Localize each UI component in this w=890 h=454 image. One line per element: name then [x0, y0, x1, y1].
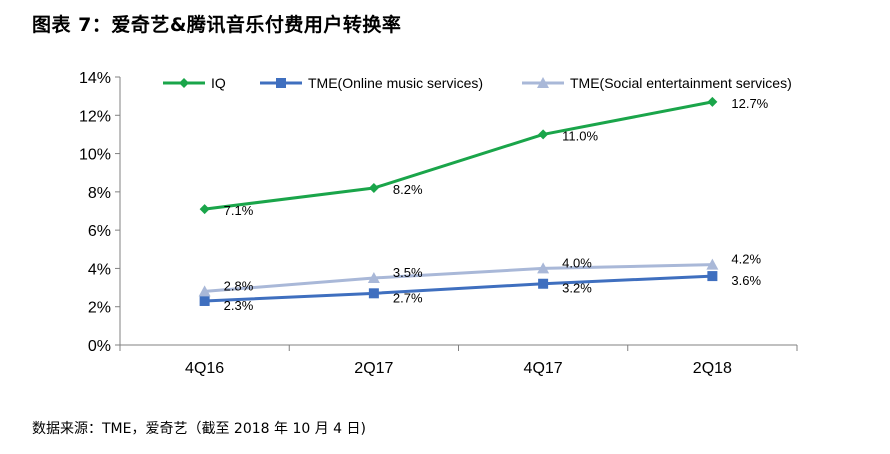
legend-label: TME(Social entertainment services): [570, 75, 792, 91]
x-axis: 4Q16 2Q17 4Q17 2Q18: [119, 344, 798, 377]
x-tick-label: 4Q17: [524, 360, 563, 377]
y-tick-label: 4%: [88, 261, 111, 278]
y-tick-label: 10%: [79, 147, 111, 164]
series-line: [204, 263, 713, 293]
data-point-triangle: [537, 262, 550, 274]
data-label: 3.5%: [393, 265, 423, 280]
data-point-diamond: [199, 204, 210, 215]
data-label: 3.2%: [562, 281, 592, 296]
data-label: 11.0%: [562, 128, 598, 143]
series-line: [204, 100, 713, 211]
data-label: 4.0%: [562, 255, 592, 270]
data-point-triangle: [537, 77, 549, 88]
legend-item-0: IQ: [163, 75, 226, 91]
data-label: 4.2%: [731, 252, 761, 267]
data-point-square: [368, 288, 379, 299]
data-point-triangle: [367, 272, 380, 283]
data-point-square: [707, 271, 718, 282]
y-tick-label: 8%: [88, 185, 111, 202]
figure-title: 图表 7：爱奇艺&腾讯音乐付费用户转换率: [32, 14, 402, 36]
x-tick-label: 2Q18: [693, 360, 732, 377]
legend-item-1: TME(Online music services): [260, 75, 483, 91]
y-axis: 0% 2% 4% 6% 8% 10% 12% 14%: [79, 70, 121, 355]
data-point-triangle: [198, 285, 211, 297]
y-tick-label: 14%: [79, 70, 111, 87]
data-label: 2.8%: [224, 278, 254, 293]
y-tick-label: 2%: [88, 300, 111, 317]
data-label: 12.7%: [731, 96, 768, 111]
source-note: 数据来源：TME，爱奇艺（截至 2018 年 10 月 4 日): [32, 421, 366, 437]
legend-item-2: TME(Social entertainment services): [522, 75, 792, 91]
series-1: 2.3% 2.7% 3.2% 3.6%: [199, 271, 761, 313]
y-tick-label: 12%: [79, 108, 111, 125]
data-point-diamond: [368, 183, 379, 194]
series-2: 2.8% 3.5% 4.0% 4.2%: [198, 252, 761, 297]
legend: IQ TME(Online music services) TME(Social e…: [163, 75, 792, 91]
data-point-diamond: [179, 78, 189, 88]
data-label: 2.3%: [224, 298, 254, 313]
data-point-diamond: [538, 129, 549, 140]
data-point-square: [538, 278, 549, 289]
data-label: 3.6%: [731, 273, 761, 288]
data-label: 2.7%: [393, 290, 423, 305]
series-line: [204, 274, 713, 303]
data-point-square: [199, 295, 210, 306]
y-tick-label: 0%: [88, 338, 111, 355]
y-tick-label: 6%: [88, 223, 111, 240]
legend-label: IQ: [211, 75, 226, 91]
x-tick-label: 2Q17: [354, 360, 393, 377]
series-layer: 7.1% 8.2% 11.0% 12.7% 2.3% 2.7% 3.2% 3.6% 2.8% 3.…: [198, 96, 769, 313]
data-point-triangle: [706, 258, 719, 270]
data-label: 8.2%: [393, 182, 423, 197]
data-point-square: [276, 78, 286, 88]
legend-label: TME(Online music services): [308, 75, 483, 91]
series-0: 7.1% 8.2% 11.0% 12.7%: [199, 96, 769, 218]
data-point-diamond: [707, 96, 718, 107]
x-tick-label: 4Q16: [185, 360, 224, 377]
data-label: 7.1%: [224, 203, 254, 218]
